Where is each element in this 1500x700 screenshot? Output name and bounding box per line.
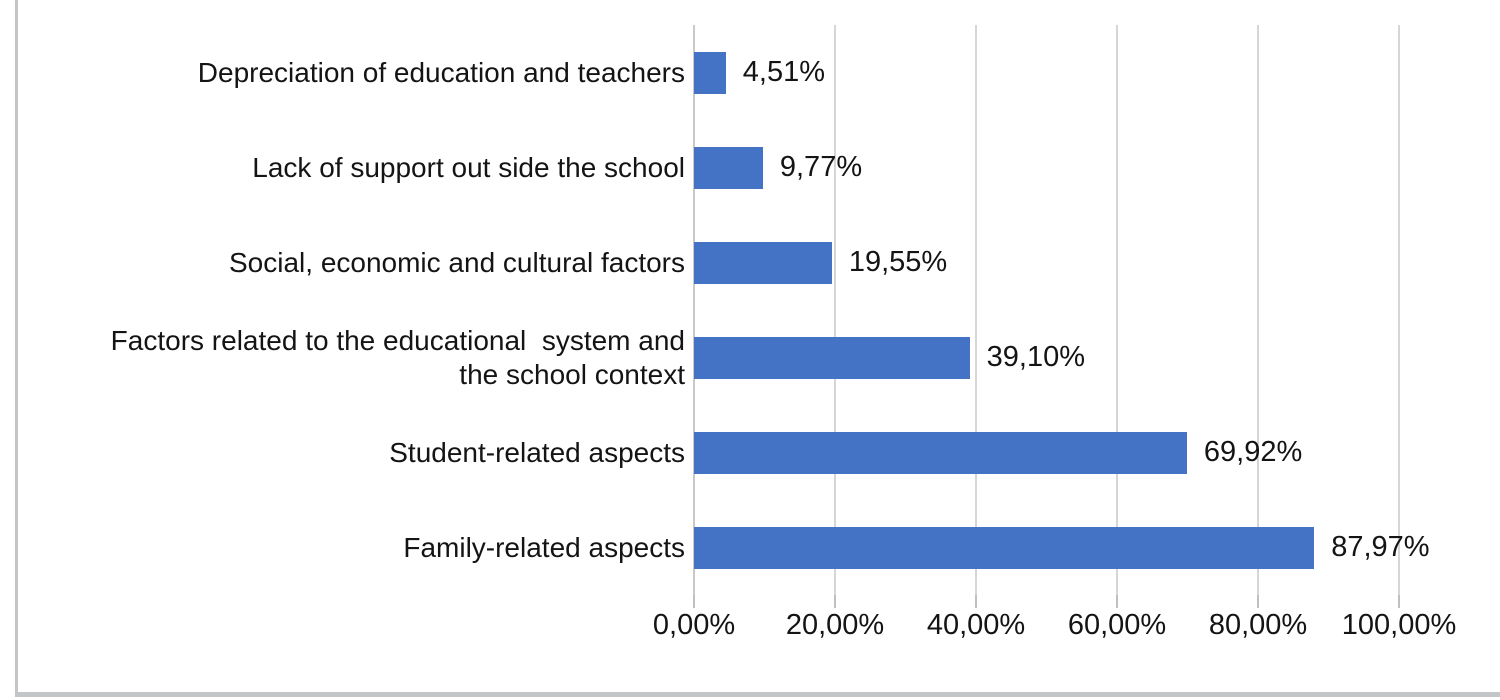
category-label: Student-related aspects: [389, 436, 685, 468]
bar-value-label: 69,92%: [1203, 436, 1303, 468]
figure-border-bottom: [15, 692, 1500, 697]
bar: [694, 431, 1187, 474]
gridline: [1116, 25, 1118, 595]
bar-row: 87,97%: [694, 500, 1430, 595]
bar-value-label: 87,97%: [1331, 531, 1430, 563]
x-axis-tick-label: 60,00%: [1067, 609, 1167, 641]
category-labels: Depreciation of education and teachers La…: [18, 25, 694, 654]
figure-border-left: [15, 0, 18, 697]
axis-tick: [975, 595, 977, 608]
category-label: Social, economic and cultural factors: [229, 246, 685, 278]
axis-tick: [1257, 595, 1259, 608]
y-axis-line: [693, 25, 695, 595]
bar-row: 69,92%: [694, 405, 1399, 500]
bar-value-label: 9,77%: [779, 151, 863, 183]
category-label: Depreciation of education and teachers: [197, 56, 685, 88]
bar: [694, 241, 832, 284]
bar-value-label: 4,51%: [742, 56, 826, 88]
category-label: Factors related to the educational syste…: [110, 324, 685, 390]
x-axis-tick-label: 40,00%: [926, 609, 1026, 641]
x-axis-tick-label: 80,00%: [1208, 609, 1308, 641]
bar-row: 39,10%: [694, 310, 1399, 405]
gridline: [834, 25, 836, 595]
category-label: Family-related aspects: [403, 531, 685, 563]
axis-tick: [834, 595, 836, 608]
bar-row: 19,55%: [694, 215, 1399, 310]
bar-value-label: 39,10%: [986, 341, 1085, 373]
bar: [694, 51, 726, 94]
bar: [694, 146, 763, 189]
plot-area: 4,51% 9,77% 19,55% 39,10% 69,92% 87,97%: [693, 25, 1430, 608]
plot-wrap: 4,51% 9,77% 19,55% 39,10% 69,92% 87,97% 0,00%…: [653, 25, 1484, 654]
bar: [694, 336, 970, 379]
chart-body: Depreciation of education and teachers La…: [18, 25, 1484, 654]
gridline: [1398, 25, 1400, 595]
bar-row: 9,77%: [694, 120, 1399, 215]
bar-value-label: 19,55%: [848, 246, 948, 278]
axis-tick: [1398, 595, 1400, 608]
axis-tick: [1116, 595, 1118, 608]
category-label: Lack of support out side the school: [252, 151, 685, 183]
x-axis: 0,00% 20,00% 40,00% 60,00% 80,00% 100,00%: [653, 609, 1456, 654]
axis-tick: [693, 595, 695, 608]
gridline: [975, 25, 977, 595]
x-axis-tick-label: 100,00%: [1341, 609, 1457, 641]
gridline: [1257, 25, 1259, 595]
x-axis-tick-label: 20,00%: [785, 609, 885, 641]
bar: [694, 526, 1315, 569]
x-axis-tick-label: 0,00%: [652, 609, 736, 641]
bar-row: 4,51%: [694, 25, 1399, 120]
